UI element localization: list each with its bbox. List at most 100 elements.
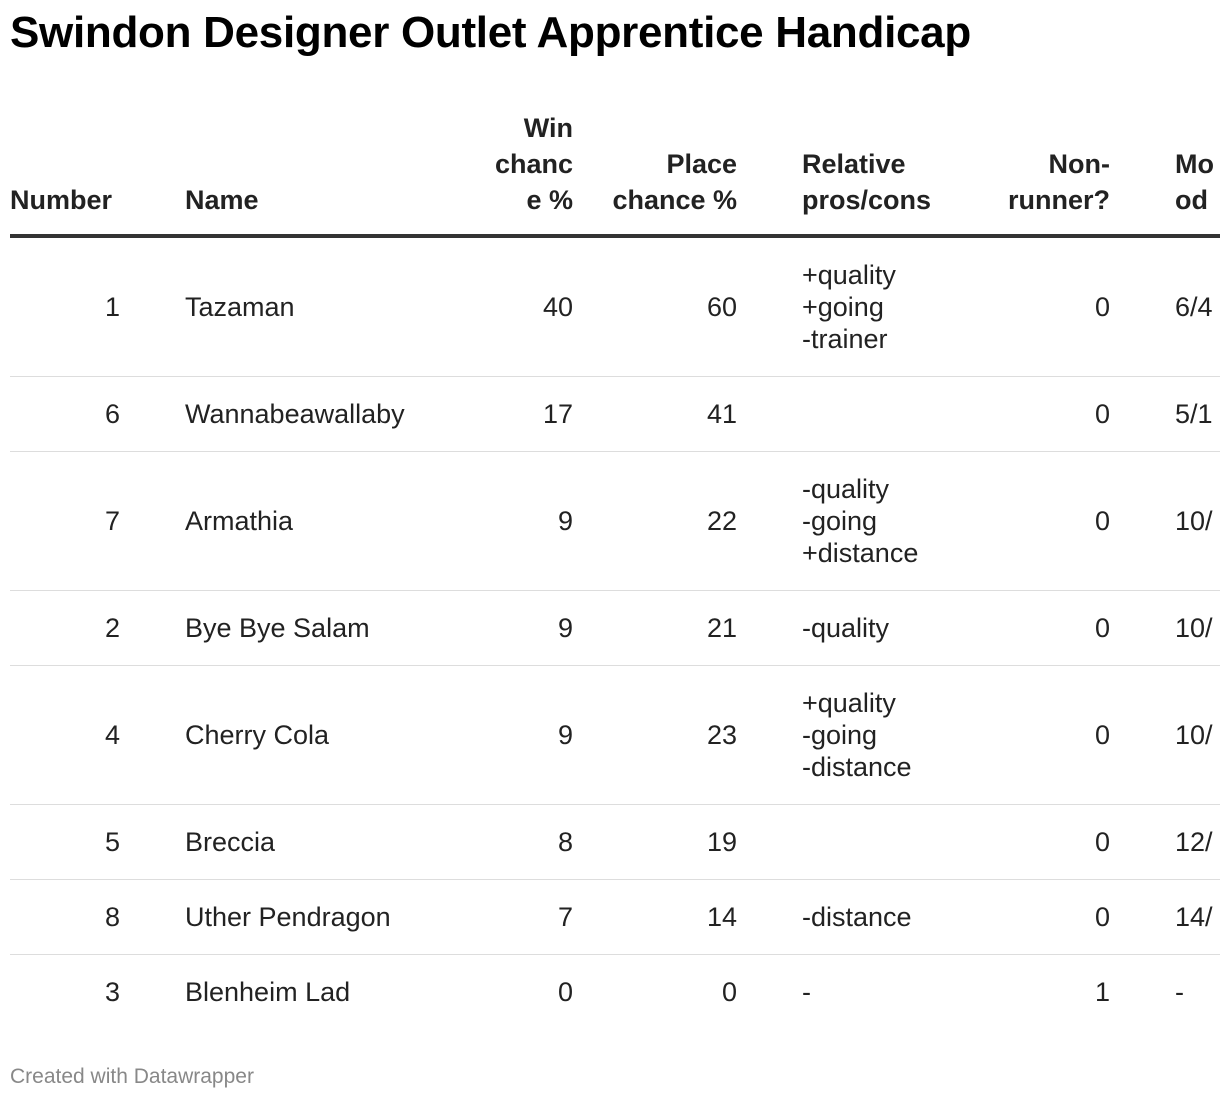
cell-relative: +quality -going -distance — [802, 665, 982, 805]
cell-number: 4 — [10, 665, 120, 805]
cell-win-chance: 9 — [485, 665, 573, 805]
header-place-chance[interactable]: Place chance % — [573, 110, 737, 238]
cell-odds: 12/ — [1175, 804, 1220, 880]
cell-relative: -quality — [802, 590, 982, 666]
cell-non-runner: 0 — [982, 376, 1110, 452]
cell-spacer — [737, 590, 802, 666]
header-win-chance[interactable]: Win chance % — [485, 110, 573, 238]
cell-odds: - — [1175, 977, 1184, 1007]
cell-spacer — [120, 879, 185, 955]
pros-cons-item: +going — [802, 292, 884, 322]
chart-title: Swindon Designer Outlet Apprentice Handi… — [10, 8, 971, 57]
cell-spacer — [120, 451, 185, 591]
table-row: 4 Cherry Cola 9 23 +quality -going -distance 0 1… — [10, 665, 1220, 805]
cell-name: Wannabeawallaby — [185, 376, 485, 452]
table-row: 3 Blenheim Lad 0 0 - 1 - — [10, 955, 1220, 1030]
cell-non-runner: 1 — [1094, 977, 1110, 1007]
cell-number: 5 — [10, 804, 120, 880]
cell-odds: 14/ — [1175, 879, 1220, 955]
cell-place-chance: 22 — [573, 451, 737, 591]
cell-spacer — [120, 236, 185, 377]
cell-spacer — [1110, 236, 1175, 377]
cell-number: 6 — [10, 376, 120, 452]
cell-odds: 5/1 — [1175, 376, 1220, 452]
cell-place-chance: 23 — [573, 665, 737, 805]
footer-credit: Created with Datawrapper — [10, 1065, 254, 1088]
cell-spacer — [120, 590, 185, 666]
cell-name: Cherry Cola — [185, 665, 485, 805]
header-name[interactable]: Name — [185, 110, 485, 238]
cell-odds: 10/ — [1175, 590, 1220, 666]
cell-place-chance: 14 — [573, 879, 737, 955]
cell-spacer — [1110, 879, 1175, 955]
cell-odds: 10/ — [1175, 451, 1220, 591]
table-row: 2 Bye Bye Salam 9 21 -quality 0 10/ — [10, 590, 1220, 666]
table-body: 1 Tazaman 40 60 +quality +going -trainer 0 6/4 6 W… — [10, 236, 1220, 1029]
cell-win-chance: 40 — [485, 236, 573, 377]
table-row: 6 Wannabeawallaby 17 41 0 5/1 — [10, 376, 1220, 452]
results-table-container: Number Name Win chance % Place chance % … — [10, 110, 1220, 1029]
header-relative[interactable]: Relative pros/cons — [802, 110, 982, 238]
cell-number: 1 — [10, 236, 120, 377]
cell-spacer — [1110, 376, 1175, 452]
pros-cons-item: +distance — [802, 538, 919, 568]
header-row: Number Name Win chance % Place chance % … — [10, 110, 1220, 238]
cell-win-chance: 0 — [557, 977, 573, 1007]
cell-spacer — [120, 804, 185, 880]
cell-spacer — [120, 955, 185, 1030]
cell-spacer — [1110, 804, 1175, 880]
pros-cons-item: -distance — [802, 752, 912, 782]
header-spacer — [1110, 110, 1175, 238]
cell-number: 8 — [10, 879, 120, 955]
cell-name: Uther Pendragon — [185, 879, 485, 955]
cell-relative — [802, 804, 982, 880]
cell-spacer — [120, 376, 185, 452]
cell-place-chance: 21 — [573, 590, 737, 666]
cell-relative — [802, 376, 982, 452]
pros-cons-item: +quality — [802, 260, 896, 290]
results-table: Number Name Win chance % Place chance % … — [10, 110, 1220, 1029]
cell-name: Blenheim Lad — [185, 977, 351, 1007]
cell-place-chance: 60 — [573, 236, 737, 377]
header-non-runner[interactable]: Non-runner? — [982, 110, 1110, 238]
pros-cons-item: -distance — [802, 902, 912, 932]
pros-cons-item: -going — [802, 506, 878, 536]
cell-spacer — [1110, 451, 1175, 591]
cell-win-chance: 9 — [485, 590, 573, 666]
cell-win-chance: 7 — [485, 879, 573, 955]
cell-relative: -quality -going +distance — [802, 451, 982, 591]
cell-relative: -distance — [802, 879, 982, 955]
cell-name: Tazaman — [185, 236, 485, 377]
cell-spacer — [737, 236, 802, 377]
table-row: 8 Uther Pendragon 7 14 -distance 0 14/ — [10, 879, 1220, 955]
cell-spacer — [120, 665, 185, 805]
cell-spacer — [737, 955, 802, 1030]
header-odds[interactable]: Mo od — [1175, 110, 1220, 238]
cell-name: Bye Bye Salam — [185, 590, 485, 666]
pros-cons-item: +quality — [802, 688, 896, 718]
cell-win-chance: 8 — [485, 804, 573, 880]
header-number[interactable]: Number — [10, 110, 120, 238]
table-row: 5 Breccia 8 19 0 12/ — [10, 804, 1220, 880]
cell-number: 7 — [10, 451, 120, 591]
cell-spacer — [737, 451, 802, 591]
table-row: 7 Armathia 9 22 -quality -going +distance 0 10/ — [10, 451, 1220, 591]
cell-spacer — [1110, 955, 1175, 1030]
cell-spacer — [1110, 665, 1175, 805]
cell-spacer — [737, 376, 802, 452]
cell-relative: +quality +going -trainer — [802, 236, 982, 377]
cell-spacer — [737, 879, 802, 955]
cell-number: 2 — [10, 590, 120, 666]
pros-cons-item: -quality — [802, 613, 890, 643]
cell-non-runner: 0 — [982, 451, 1110, 591]
header-spacer — [120, 110, 185, 238]
pros-cons-item: -quality — [802, 474, 890, 504]
cell-spacer — [737, 804, 802, 880]
cell-non-runner: 0 — [982, 804, 1110, 880]
cell-non-runner: 0 — [982, 590, 1110, 666]
cell-place-chance: 0 — [721, 977, 737, 1007]
header-spacer — [737, 110, 802, 238]
pros-cons-item: -going — [802, 720, 878, 750]
cell-non-runner: 0 — [982, 879, 1110, 955]
cell-number: 3 — [104, 977, 120, 1007]
